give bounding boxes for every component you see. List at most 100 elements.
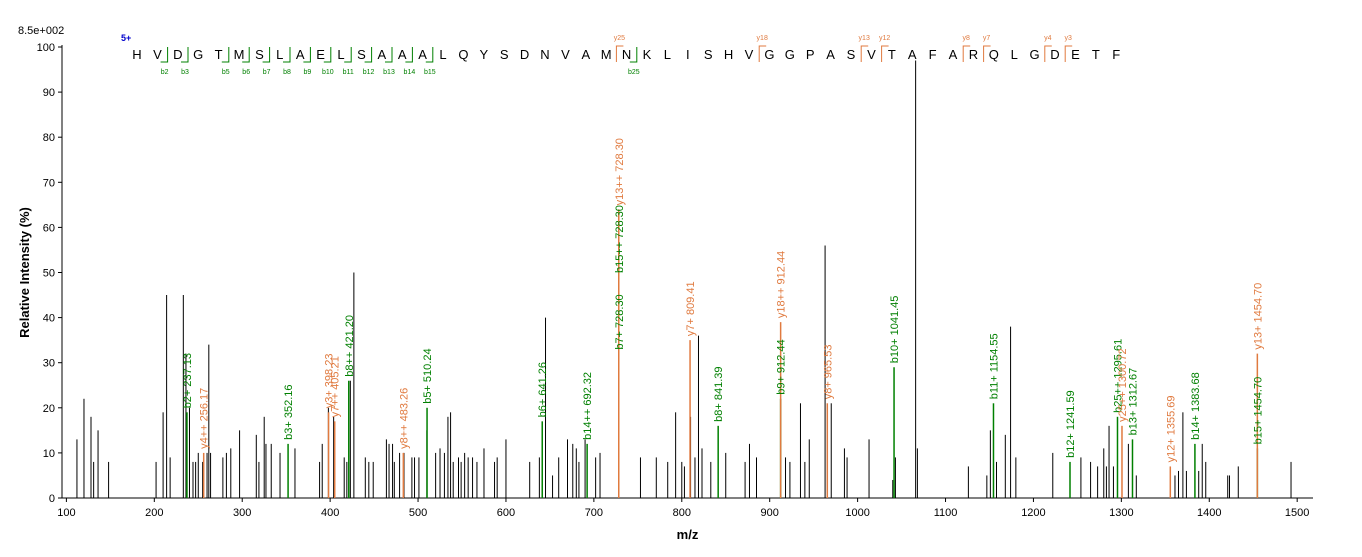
b-fragment-label: b6 [242,69,250,76]
x-axis-title: m/z [677,527,699,542]
residue: A [377,47,386,62]
b-fragment-label: b12 [363,69,375,76]
y-fragment-label: y18 [757,35,768,42]
y-ion-label: y13+ 1454.70 [1252,283,1264,350]
y-ion-label: y3+ 398.23 [324,354,336,409]
residue: V [867,47,876,62]
residue: V [745,47,754,62]
x-tick-label: 800 [673,507,691,519]
residue: L [1011,47,1018,62]
residue: K [643,47,652,62]
b-fragment-bracket [283,47,291,63]
b-fragment-label: b25 [628,69,640,76]
y-ion-label: y8+ 965.53 [822,345,834,400]
y-ion-label: y8++ 483.26 [398,388,410,449]
y-ion-label: y13++ 728.30 [614,138,626,205]
residue: E [1071,47,1080,62]
peak-labels: b2+ 237.13 y4++ 256.17 b3+ 352.16 y3+ 398.2… [182,138,1264,462]
y-fragment-label: y25 [614,35,625,42]
b-ion-label: b13+ 1312.67 [1127,368,1139,436]
residue: A [296,47,305,62]
residue: H [724,47,733,62]
b-ion-label: b9+ 912.44 [776,339,788,394]
b-fragment-bracket [425,47,434,63]
y-fragment-bracket [860,45,869,62]
y-axis-title: Relative Intensity (%) [17,207,32,338]
y-ion-label: y25++ 1300.72 [1117,348,1129,421]
b-fragment-label: b8 [283,69,291,76]
residue: T [888,47,896,62]
y-fragment-label: y7 [983,35,991,42]
y-tick-label: 20 [43,403,55,415]
charge-state-label: 5+ [121,33,131,43]
residue: I [686,47,690,62]
b-fragment-label: b2 [161,69,169,76]
max-intensity-label: 8.5e+002 [18,25,64,37]
y-ion-label: y7+ 809.41 [685,281,697,336]
b-ion-label: b7+ 728.30 [614,294,626,349]
residue: A [949,47,958,62]
residue: Y [479,47,488,62]
y-tick-label: 30 [43,358,55,370]
x-tick-label: 200 [145,507,163,519]
residue: V [561,47,570,62]
residue: G [1030,47,1040,62]
y-fragment-label: y12 [879,35,890,42]
b-fragment-label: b14 [404,69,416,76]
y-ion-label: y18++ 912.44 [776,251,788,318]
b-ion-label: b8++ 421.20 [344,315,356,377]
y-tick-label: 100 [37,42,55,54]
residue: M [234,47,245,62]
b-fragment-bracket [385,47,393,63]
b-fragment-label: b3 [181,69,189,76]
y-fragment-label: y13 [859,35,870,42]
y-ion-label: y7++ 405.21 [330,356,342,417]
residue: Q [989,47,999,62]
b-fragment-label: b15 [424,69,436,76]
x-tick-label: 400 [321,507,339,519]
residue: L [439,47,446,62]
residue: D [1050,47,1059,62]
y-tick-label: 10 [43,448,55,460]
b-fragment-bracket [303,47,311,63]
b-ion-label: b25++ 1295.61 [1112,339,1124,413]
residue: G [764,47,774,62]
b-ion-label: b10+ 1041.45 [889,296,901,364]
residue: A [581,47,590,62]
y-tick-label: 50 [43,268,55,280]
residue: V [153,47,162,62]
b-ion-label: b2+ 237.13 [182,353,194,408]
y-fragment-bracket [881,45,889,62]
b-fragment-bracket [181,47,189,63]
x-tick-label: 600 [497,507,515,519]
y-fragment-label: y4 [1044,35,1052,42]
b-fragment-bracket [160,47,169,63]
x-tick-label: 700 [585,507,603,519]
x-tick-label: 300 [233,507,251,519]
y-tick-label: 60 [43,222,55,234]
axes: 0 10 20 30 40 50 60 70 80 90 100 100 200 300 400 500 600… [37,42,1313,519]
residue: S [704,47,713,62]
b-fragment-label: b11 [343,69,354,76]
b-fragment-bracket [323,47,332,63]
residue: A [398,47,407,62]
residue: G [785,47,795,62]
peaks [76,60,1292,498]
x-tick-label: 1100 [934,507,958,519]
residue: S [847,47,856,62]
residue: A [908,47,917,62]
y-fragment-bracket [615,45,624,62]
b-fragment-bracket [629,47,638,63]
b-fragment-label: b5 [222,69,230,76]
y-fragment-bracket [1044,45,1052,62]
x-tick-label: 900 [761,507,779,519]
y-fragment-bracket [758,45,767,62]
b-fragment-bracket [242,47,250,63]
y-ion-label: y4++ 256.17 [199,388,211,449]
residue: H [132,47,141,62]
residue: S [500,47,509,62]
residue: R [969,47,978,62]
y-ion-label: y12+ 1355.69 [1165,395,1177,462]
